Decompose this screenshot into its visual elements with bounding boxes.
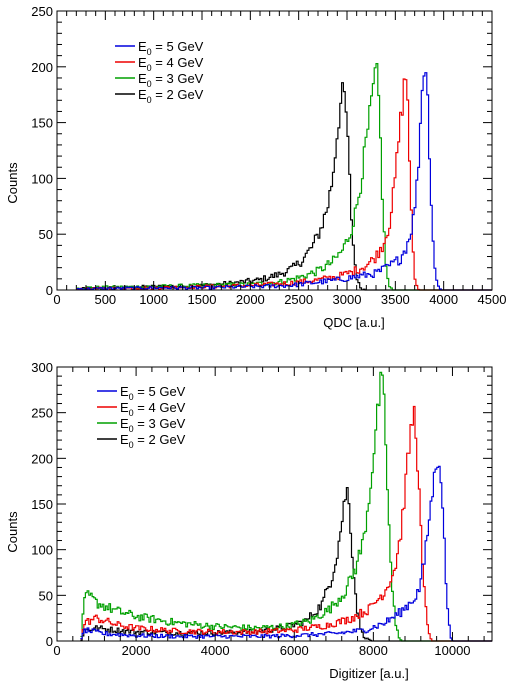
- qdc-y-tick-label: 100: [31, 171, 53, 186]
- digitizer-y-tick-label: 0: [46, 634, 53, 649]
- qdc-x-tick-label: 4000: [429, 292, 458, 307]
- digitizer-y-tick-label: 100: [31, 543, 53, 558]
- qdc-x-tick-label: 4500: [478, 292, 507, 307]
- digitizer-legend-label-e0-5-gev: E0 = 5 GeV: [120, 384, 186, 402]
- qdc-plot-frame: [56, 10, 493, 291]
- qdc-panel: 0 500 1000 1500 2000 2500 3000 3500 4000 4500 0 50 1…: [5, 4, 506, 330]
- digitizer-x-tick-label: 10000: [434, 643, 470, 658]
- qdc-x-tick-label: 2500: [284, 292, 313, 307]
- digitizer-x-tick-label: 0: [53, 643, 60, 658]
- digitizer-y-tick-label: 250: [31, 406, 53, 421]
- digitizer-y-tick-label: 50: [39, 588, 53, 603]
- digitizer-series-e0-5-gev: [80, 465, 492, 642]
- qdc-y-tick-label: 50: [39, 227, 53, 242]
- qdc-x-tick-label: 500: [94, 292, 116, 307]
- qdc-x-tick-label: 2000: [236, 292, 265, 307]
- digitizer-axes-layer: 0 2000 4000 6000 8000 10000 0 50 100 150 200 250 300: [31, 360, 492, 658]
- qdc-legend-label-e0-2-gev: E0 = 2 GeV: [138, 87, 204, 105]
- digitizer-legend-label-e0-3-gev: E0 = 3 GeV: [120, 416, 186, 434]
- digitizer-series-e0-4-gev: [80, 405, 492, 642]
- qdc-axes-layer: 0 500 1000 1500 2000 2500 3000 3500 4000 4500 0 50 1…: [31, 4, 506, 307]
- qdc-x-axis-label: QDC [a.u.]: [323, 315, 384, 330]
- qdc-y-tick-label: 150: [31, 116, 53, 131]
- digitizer-x-tick-label: 2000: [122, 643, 151, 658]
- qdc-y-tick-label: 250: [31, 4, 53, 19]
- digitizer-x-tick-label: 6000: [280, 643, 309, 658]
- digitizer-y-tick-label: 150: [31, 497, 53, 512]
- digitizer-y-tick-label: 200: [31, 451, 53, 466]
- qdc-x-tick-label: 1000: [139, 292, 168, 307]
- digitizer-legend-label-e0-2-gev: E0 = 2 GeV: [120, 432, 186, 450]
- digitizer-x-tick-label: 8000: [359, 643, 388, 658]
- digitizer-x-tick-label: 4000: [201, 643, 230, 658]
- qdc-x-tick-label: 1500: [188, 292, 217, 307]
- digitizer-x-axis-label: Digitizer [a.u.]: [329, 666, 408, 681]
- qdc-x-tick-label: 3000: [333, 292, 362, 307]
- digitizer-legend-label-e0-4-gev: E0 = 4 GeV: [120, 400, 186, 418]
- qdc-y-axis-label: Counts: [5, 162, 20, 204]
- digitizer-series-e0-3-gev: [80, 371, 492, 642]
- qdc-y-tick-label: 0: [46, 283, 53, 298]
- qdc-y-tick-label: 200: [31, 60, 53, 75]
- qdc-legend-label-e0-5-gev: E0 = 5 GeV: [138, 39, 204, 57]
- qdc-x-tick-label: 0: [53, 292, 60, 307]
- digitizer-y-tick-label: 300: [31, 360, 53, 375]
- qdc-legend-label-e0-4-gev: E0 = 4 GeV: [138, 55, 204, 73]
- qdc-legend-label-e0-3-gev: E0 = 3 GeV: [138, 71, 204, 89]
- digitizer-y-axis-label: Counts: [5, 511, 20, 553]
- qdc-x-tick-label: 3500: [381, 292, 410, 307]
- qdc-series-e0-5-gev: [76, 72, 492, 291]
- digitizer-panel: 0 2000 4000 6000 8000 10000 0 50 100 150 200 250 300…: [5, 360, 493, 681]
